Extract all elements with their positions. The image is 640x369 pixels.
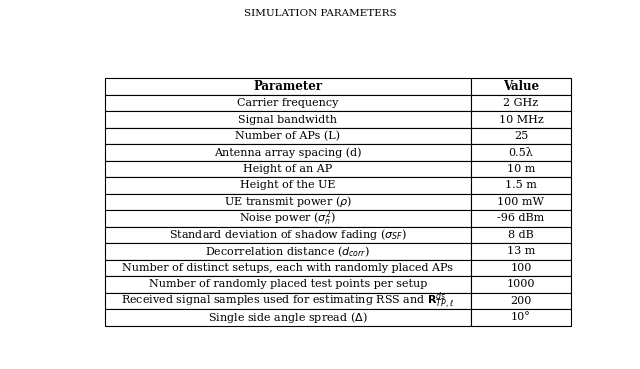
Bar [471, 243, 571, 260]
Text: Number of APs (L): Number of APs (L) [236, 131, 340, 141]
Bar [105, 309, 471, 325]
Text: 25: 25 [514, 131, 528, 141]
Text: Height of an AP: Height of an AP [243, 164, 332, 174]
Text: Noise power ($\sigma_n^2$): Noise power ($\sigma_n^2$) [239, 208, 337, 228]
Text: Parameter: Parameter [253, 80, 323, 93]
Bar [471, 260, 571, 276]
Bar [471, 309, 571, 325]
Bar [471, 128, 571, 144]
Bar [105, 177, 471, 194]
Bar [471, 111, 571, 128]
Bar [471, 194, 571, 210]
Text: 200: 200 [510, 296, 532, 306]
Text: 10°: 10° [511, 312, 531, 323]
Bar [471, 177, 571, 194]
Bar [471, 210, 571, 227]
Bar [471, 144, 571, 161]
Text: 1000: 1000 [507, 279, 535, 289]
Bar [105, 144, 471, 161]
Text: 100 mW: 100 mW [497, 197, 545, 207]
Text: 2 GHz: 2 GHz [503, 98, 538, 108]
Bar [105, 111, 471, 128]
Text: Carrier frequency: Carrier frequency [237, 98, 339, 108]
Text: -96 dBm: -96 dBm [497, 213, 545, 224]
Text: Number of randomly placed test points per setup: Number of randomly placed test points pe… [148, 279, 427, 289]
Bar [105, 194, 471, 210]
Bar [471, 95, 571, 111]
Bar [105, 260, 471, 276]
Text: Antenna array spacing (d): Antenna array spacing (d) [214, 147, 362, 158]
Bar [105, 78, 471, 95]
Text: Received signal samples used for estimating RSS and $\mathbf{R}_{TP,\ell}^{ds}$: Received signal samples used for estimat… [121, 290, 454, 311]
Bar [105, 227, 471, 243]
Text: 13 m: 13 m [507, 246, 535, 256]
Text: Number of distinct setups, each with randomly placed APs: Number of distinct setups, each with ran… [122, 263, 453, 273]
Text: 8 dB: 8 dB [508, 230, 534, 240]
Text: Value: Value [503, 80, 539, 93]
Text: 100: 100 [510, 263, 532, 273]
Bar [105, 243, 471, 260]
Bar [471, 227, 571, 243]
Text: 0.5λ: 0.5λ [509, 148, 533, 158]
Bar [471, 78, 571, 95]
Bar [471, 276, 571, 293]
Text: 10 MHz: 10 MHz [499, 114, 543, 125]
Text: Single side angle spread ($\Delta$): Single side angle spread ($\Delta$) [208, 310, 368, 325]
Text: 10 m: 10 m [507, 164, 535, 174]
Text: Signal bandwidth: Signal bandwidth [238, 114, 337, 125]
Text: Standard deviation of shadow fading ($\sigma_{SF}$): Standard deviation of shadow fading ($\s… [169, 227, 407, 242]
Bar [105, 161, 471, 177]
Bar [471, 293, 571, 309]
Text: SIMULATION PARAMETERS: SIMULATION PARAMETERS [244, 9, 396, 18]
Text: UE transmit power ($\rho$): UE transmit power ($\rho$) [224, 194, 352, 210]
Bar [105, 95, 471, 111]
Bar [105, 276, 471, 293]
Text: Height of the UE: Height of the UE [240, 180, 335, 190]
Bar [471, 161, 571, 177]
Text: Decorrelation distance ($d_{corr}$): Decorrelation distance ($d_{corr}$) [205, 244, 371, 259]
Bar [105, 128, 471, 144]
Text: 1.5 m: 1.5 m [505, 180, 537, 190]
Bar [105, 293, 471, 309]
Bar [105, 210, 471, 227]
